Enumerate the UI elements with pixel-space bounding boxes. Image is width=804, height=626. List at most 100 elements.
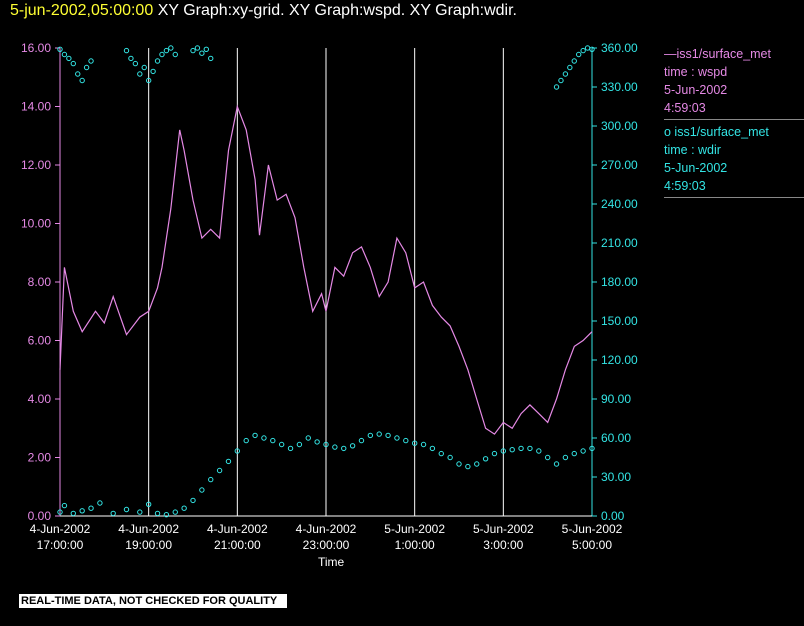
- data-point-wdir_high: [203, 46, 210, 52]
- data-point-wdir: [61, 502, 68, 509]
- y-left-tick-label: 14.00: [21, 100, 51, 114]
- data-point-wdir: [571, 450, 577, 457]
- data-point-wdir: [553, 461, 560, 467]
- data-point-wdir: [181, 505, 187, 511]
- data-point-wdir_high: [576, 51, 582, 58]
- quality-warning: REAL-TIME DATA, NOT CHECKED FOR QUALITY: [19, 594, 288, 608]
- data-point-wdir: [305, 435, 311, 441]
- data-point-wdir_high: [75, 71, 81, 77]
- data-point-wdir_high: [57, 46, 63, 52]
- y-left-tick-label: 16.00: [21, 41, 51, 55]
- data-point-wdir: [527, 445, 533, 452]
- legend-wdir-time: 4:59:03: [664, 179, 706, 193]
- data-point-wdir_high: [199, 50, 205, 56]
- data-point-wdir: [411, 440, 418, 446]
- data-point-wdir: [163, 512, 170, 518]
- data-point-wdir: [482, 456, 489, 462]
- data-point-wdir_high: [190, 47, 196, 54]
- data-point-wdir: [456, 461, 462, 467]
- legend-wdir-date: 5-Jun-2002: [664, 161, 728, 175]
- legend-wspd-date: 5-Jun-2002: [664, 83, 728, 97]
- x-tick-label-time: 5:00:00: [572, 538, 612, 552]
- legend: —iss1/surface_met time : wspd 5-Jun-2002…: [664, 45, 804, 201]
- data-point-wdir_high: [123, 47, 130, 54]
- series-line-wspd: [59, 104, 593, 435]
- y-right-tick-label: 300.00: [601, 119, 638, 133]
- legend-wdir: o iss1/surface_met time : wdir 5-Jun-200…: [664, 123, 804, 198]
- data-point-wdir: [562, 454, 569, 461]
- legend-wspd: —iss1/surface_met time : wspd 5-Jun-2002…: [664, 45, 804, 120]
- y-left-tick-label: 6.00: [28, 334, 52, 348]
- data-point-wdir_high: [132, 60, 139, 67]
- data-point-wdir: [367, 432, 374, 439]
- data-point-wdir: [420, 441, 427, 448]
- data-point-wdir: [394, 435, 400, 441]
- data-point-wdir: [518, 445, 524, 452]
- data-point-wdir: [341, 445, 347, 452]
- data-point-wdir: [172, 509, 178, 515]
- data-point-wdir: [70, 510, 77, 517]
- legend-wdir-field: time : wdir: [664, 143, 721, 157]
- chart-header: 5-jun-2002,05:00:00 XY Graph:xy-grid. XY…: [10, 2, 517, 20]
- y-left-tick-label: 4.00: [28, 392, 52, 406]
- data-point-wdir: [261, 435, 267, 441]
- data-point-wdir: [385, 432, 391, 439]
- data-point-wdir_high: [83, 64, 90, 71]
- x-tick-label-date: 5-Jun-2002: [562, 522, 623, 536]
- y-right-tick-label: 30.00: [601, 470, 631, 484]
- data-point-wdir_high: [567, 64, 573, 71]
- data-point-wdir: [536, 448, 542, 454]
- data-point-wdir_high: [137, 71, 143, 77]
- data-point-wdir: [403, 437, 409, 444]
- data-point-wdir: [589, 445, 595, 452]
- legend-wspd-time: 4:59:03: [664, 101, 706, 115]
- legend-wspd-field: time : wspd: [664, 65, 728, 79]
- data-point-wdir: [110, 510, 116, 517]
- data-point-wdir: [491, 450, 498, 457]
- data-point-wdir: [137, 509, 143, 515]
- data-point-wdir: [88, 505, 94, 511]
- x-tick-label-time: 23:00:00: [303, 538, 350, 552]
- y-right-tick-label: 330.00: [601, 80, 638, 94]
- data-point-wdir: [358, 437, 365, 444]
- y-left-tick-label: 8.00: [28, 275, 52, 289]
- y-right-tick-label: 360.00: [601, 41, 638, 55]
- y-left-tick-label: 12.00: [21, 158, 51, 172]
- data-point-wdir_high: [79, 77, 85, 84]
- data-point-wdir_high: [163, 47, 170, 54]
- y-right-tick-label: 150.00: [601, 314, 638, 328]
- data-point-wdir: [500, 448, 507, 454]
- y-left-tick-label: 10.00: [21, 217, 51, 231]
- data-point-wdir: [465, 463, 471, 470]
- y-right-tick-label: 120.00: [601, 353, 638, 367]
- x-tick-label-date: 4-Jun-2002: [30, 522, 91, 536]
- data-point-wdir: [270, 437, 276, 444]
- data-point-wdir_high: [553, 84, 560, 90]
- data-point-wdir: [438, 450, 444, 457]
- data-point-wdir: [474, 461, 480, 467]
- x-tick-label-time: 21:00:00: [214, 538, 261, 552]
- data-point-wdir: [314, 439, 320, 445]
- data-point-wdir: [323, 441, 329, 448]
- x-tick-label-date: 4-Jun-2002: [296, 522, 357, 536]
- data-point-wdir_high: [66, 55, 72, 62]
- data-point-wdir_high: [580, 47, 586, 54]
- data-point-wdir: [154, 510, 161, 517]
- data-point-wdir: [123, 506, 130, 513]
- x-tick-label-time: 17:00:00: [37, 538, 84, 552]
- y-right-tick-label: 90.00: [601, 392, 631, 406]
- data-point-wdir: [447, 454, 453, 461]
- x-tick-label-date: 4-Jun-2002: [207, 522, 268, 536]
- legend-wspd-source: —iss1/surface_met: [664, 47, 771, 61]
- x-tick-label-time: 19:00:00: [125, 538, 172, 552]
- data-point-wdir_high: [70, 60, 77, 67]
- data-point-wdir_high: [172, 51, 178, 58]
- data-point-wdir: [429, 445, 436, 452]
- data-point-wdir_high: [571, 58, 577, 64]
- data-point-wdir: [225, 458, 232, 465]
- x-tick-label-date: 5-Jun-2002: [473, 522, 534, 536]
- data-point-wdir_high: [61, 51, 68, 58]
- data-point-wdir: [208, 476, 214, 483]
- data-point-wdir: [376, 431, 382, 437]
- header-timestamp: 5-jun-2002,05:00:00: [10, 2, 154, 19]
